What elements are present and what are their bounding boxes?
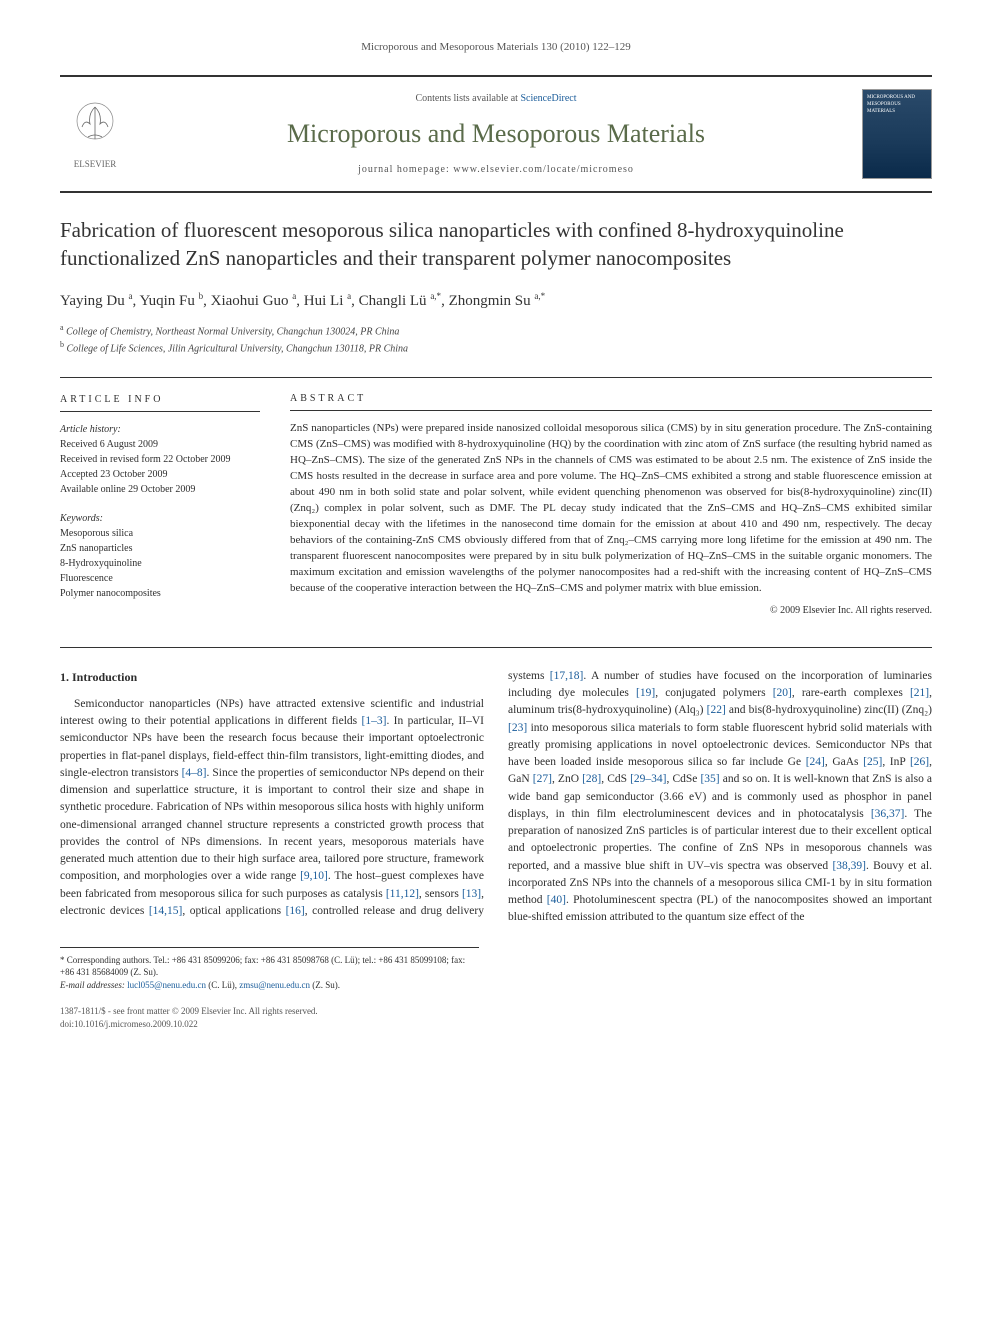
info-abstract-row: ARTICLE INFO Article history: Received 6…	[60, 377, 932, 619]
affiliations: a College of Chemistry, Northeast Normal…	[60, 322, 932, 357]
footnotes: * Corresponding authors. Tel.: +86 431 8…	[60, 947, 479, 992]
keywords-label: Keywords:	[60, 511, 260, 526]
article-title: Fabrication of fluorescent mesoporous si…	[60, 217, 932, 272]
abstract-copyright: © 2009 Elsevier Inc. All rights reserved…	[290, 604, 932, 619]
contents-prefix: Contents lists available at	[415, 93, 520, 104]
masthead-center: Contents lists available at ScienceDirec…	[150, 92, 842, 176]
citation-link[interactable]: [27]	[533, 773, 552, 785]
keywords-block: Keywords: Mesoporous silicaZnS nanoparti…	[60, 511, 260, 601]
cover-label: MICROPOROUS AND MESOPOROUS MATERIALS	[867, 94, 927, 115]
citation-link[interactable]: [26]	[910, 756, 929, 768]
citation-link[interactable]: [17,18]	[550, 670, 584, 682]
citation-link[interactable]: [40]	[547, 894, 566, 906]
email-who-1: (C. Lü),	[206, 980, 239, 990]
citation-link[interactable]: [36,37]	[871, 808, 905, 820]
article-info-heading: ARTICLE INFO	[60, 392, 260, 412]
author-list: Yaying Du a, Yuqin Fu b, Xiaohui Guo a, …	[60, 290, 932, 312]
citation-link[interactable]: [9,10]	[300, 870, 328, 882]
citation-link[interactable]: [28]	[582, 773, 601, 785]
citation-link[interactable]: [29–34]	[630, 773, 666, 785]
keywords-list: Mesoporous silicaZnS nanoparticles8-Hydr…	[60, 526, 260, 601]
abstract-heading: ABSTRACT	[290, 392, 932, 412]
intro-paragraph: Semiconductor nanoparticles (NPs) have a…	[60, 668, 932, 927]
email-who-2: (Z. Su).	[310, 980, 340, 990]
sciencedirect-link[interactable]: ScienceDirect	[520, 93, 576, 104]
corresponding-author-note: * Corresponding authors. Tel.: +86 431 8…	[60, 954, 479, 979]
citation-link[interactable]: [22]	[707, 704, 726, 716]
journal-name: Microporous and Mesoporous Materials	[150, 116, 842, 152]
history-list: Received 6 August 2009Received in revise…	[60, 437, 260, 497]
citation-link[interactable]: [11,12]	[386, 888, 419, 900]
masthead: ELSEVIER Contents lists available at Sci…	[60, 75, 932, 193]
email-label: E-mail addresses:	[60, 980, 127, 990]
publisher-logo: ELSEVIER	[60, 94, 130, 174]
citation-link[interactable]: [20]	[773, 687, 792, 699]
email-line: E-mail addresses: lucl055@nenu.edu.cn (C…	[60, 979, 479, 992]
footer: 1387-1811/$ - see front matter © 2009 El…	[60, 1005, 932, 1030]
running-head: Microporous and Mesoporous Materials 130…	[60, 40, 932, 55]
citation-link[interactable]: [19]	[636, 687, 655, 699]
article-info-column: ARTICLE INFO Article history: Received 6…	[60, 392, 260, 619]
citation-link[interactable]: [23]	[508, 722, 527, 734]
email-link-2[interactable]: zmsu@nenu.edu.cn	[239, 980, 310, 990]
citation-link[interactable]: [13]	[462, 888, 481, 900]
email-link-1[interactable]: lucl055@nenu.edu.cn	[127, 980, 206, 990]
body-two-column: 1. Introduction Semiconductor nanopartic…	[60, 647, 932, 927]
front-matter-line: 1387-1811/$ - see front matter © 2009 El…	[60, 1005, 932, 1018]
abstract-column: ABSTRACT ZnS nanoparticles (NPs) were pr…	[290, 392, 932, 619]
citation-link[interactable]: [4–8]	[182, 767, 207, 779]
citation-link[interactable]: [16]	[286, 905, 305, 917]
elsevier-tree-icon	[70, 99, 120, 154]
citation-link[interactable]: [21]	[910, 687, 929, 699]
citation-link[interactable]: [24]	[806, 756, 825, 768]
section-heading-introduction: 1. Introduction	[60, 668, 484, 686]
citation-link[interactable]: [1–3]	[362, 715, 387, 727]
citation-link[interactable]: [35]	[700, 773, 719, 785]
journal-homepage: journal homepage: www.elsevier.com/locat…	[150, 163, 842, 177]
journal-cover-thumbnail: MICROPOROUS AND MESOPOROUS MATERIALS	[862, 89, 932, 179]
citation-link[interactable]: [25]	[863, 756, 882, 768]
citation-link[interactable]: [38,39]	[832, 860, 866, 872]
abstract-text: ZnS nanoparticles (NPs) were prepared in…	[290, 421, 932, 596]
contents-available-line: Contents lists available at ScienceDirec…	[150, 92, 842, 106]
citation-link[interactable]: [14,15]	[149, 905, 183, 917]
publisher-name: ELSEVIER	[74, 158, 117, 171]
history-label: Article history:	[60, 422, 260, 437]
doi-line: doi:10.1016/j.micromeso.2009.10.022	[60, 1018, 932, 1031]
